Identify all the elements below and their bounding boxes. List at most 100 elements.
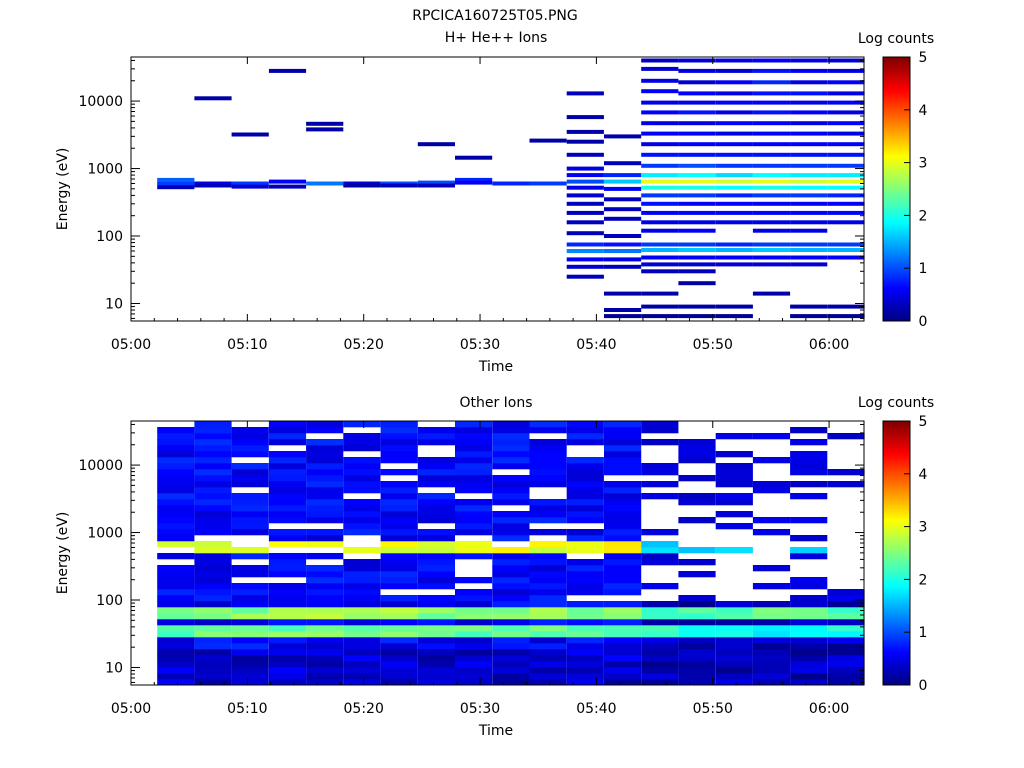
heatmap-cell <box>231 517 269 524</box>
colorbar-swatch <box>883 279 910 282</box>
heatmap-cell <box>194 421 232 428</box>
colorbar-swatch <box>883 79 910 82</box>
colorbar-tick-label: 3 <box>919 520 928 536</box>
heatmap-cell <box>752 110 791 115</box>
heatmap-cell <box>790 625 828 632</box>
heatmap-cell <box>343 673 381 680</box>
heatmap-cell <box>492 577 530 584</box>
heatmap-cell <box>157 601 195 608</box>
colorbar-swatch <box>883 491 910 494</box>
heatmap-cell <box>306 427 344 434</box>
heatmap-cell <box>417 649 455 656</box>
colorbar-swatch <box>883 191 910 194</box>
heatmap-cell <box>715 463 753 470</box>
heatmap-cell <box>678 451 716 458</box>
heatmap-cell <box>604 643 642 650</box>
colorbar-swatch <box>883 81 910 84</box>
heatmap-cell <box>790 661 828 668</box>
heatmap-cell <box>827 242 865 247</box>
heatmap-cell <box>678 571 716 578</box>
heatmap-cell <box>455 457 493 464</box>
heatmap-cell <box>529 595 567 602</box>
heatmap-cell <box>157 469 195 476</box>
heatmap-cell <box>194 463 232 470</box>
colorbar-swatch <box>883 136 910 139</box>
heatmap-cell <box>752 68 791 73</box>
heatmap-cell <box>529 451 567 458</box>
colorbar-swatch <box>883 228 910 232</box>
heatmap-cell <box>306 649 344 656</box>
heatmap-cell <box>194 667 232 674</box>
colorbar-swatch <box>883 74 910 78</box>
heatmap-cell <box>492 427 530 434</box>
heatmap-cell <box>306 667 344 674</box>
heatmap-cell <box>343 601 381 608</box>
heatmap-cell <box>715 637 753 644</box>
heatmap-cell <box>157 571 195 578</box>
heatmap-cell <box>604 439 642 446</box>
heatmap-cell <box>380 619 418 626</box>
heatmap-cell <box>641 304 679 309</box>
heatmap-cell <box>343 505 381 512</box>
heatmap-cell <box>231 607 269 614</box>
heatmap-cell <box>752 649 791 656</box>
heatmap-cell <box>678 68 716 73</box>
heatmap-cell <box>752 255 791 260</box>
colorbar-swatch <box>883 445 910 448</box>
heatmap-cell <box>194 457 232 464</box>
heatmap-cell <box>492 655 530 662</box>
heatmap-cell <box>492 625 530 632</box>
colorbar-label: Log counts <box>858 395 934 411</box>
heatmap-cell <box>678 193 716 198</box>
heatmap-cell <box>417 667 455 674</box>
heatmap-cell <box>157 451 195 458</box>
heatmap-cell <box>566 667 604 674</box>
colorbar-swatch <box>883 98 910 102</box>
heatmap-cell <box>752 607 791 614</box>
colorbar-swatch <box>883 423 910 426</box>
heatmap-cell <box>417 565 455 572</box>
colorbar-swatch <box>883 266 910 269</box>
heatmap-cell <box>380 577 418 584</box>
heatmap-cell <box>566 421 604 428</box>
heatmap-cell <box>604 234 642 238</box>
heatmap-cell <box>380 457 418 464</box>
colorbar-swatch <box>883 550 910 554</box>
colorbar-swatch <box>883 511 910 514</box>
heatmap-cell <box>343 643 381 650</box>
heatmap-cell <box>268 655 307 662</box>
heatmap-cell <box>417 631 455 638</box>
heatmap-cell <box>678 242 716 247</box>
heatmap-cell <box>715 179 753 184</box>
heatmap-cell <box>343 613 381 620</box>
heatmap-cell <box>827 679 865 686</box>
heatmap-cell <box>752 601 791 608</box>
heatmap-cell <box>566 559 604 566</box>
heatmap-cell <box>455 177 493 182</box>
heatmap-cell <box>380 649 418 656</box>
colorbar-swatch <box>883 429 910 433</box>
heatmap-cell <box>604 207 642 212</box>
heatmap-cell <box>194 469 232 476</box>
heatmap-cell <box>566 505 604 512</box>
heatmap-cell <box>827 185 865 190</box>
colorbar-swatch <box>883 579 910 582</box>
heatmap-cell <box>752 643 791 650</box>
heatmap-cell <box>231 523 269 530</box>
heatmap-cell <box>827 255 865 260</box>
heatmap-cell <box>194 505 232 512</box>
heatmap-cell <box>715 631 753 638</box>
heatmap-cell <box>231 499 269 506</box>
heatmap-cell <box>380 421 418 428</box>
heatmap-cell <box>455 595 493 602</box>
heatmap-cell <box>566 679 604 686</box>
heatmap-cell <box>790 601 828 608</box>
heatmap-cell <box>641 673 679 680</box>
heatmap-cell <box>380 451 418 458</box>
heatmap-cell <box>492 559 530 566</box>
colorbar-swatch <box>883 548 910 552</box>
colorbar-swatch <box>883 59 910 62</box>
colorbar-swatch <box>883 678 910 681</box>
heatmap-cell <box>306 439 344 446</box>
colorbar-swatch <box>883 310 910 313</box>
